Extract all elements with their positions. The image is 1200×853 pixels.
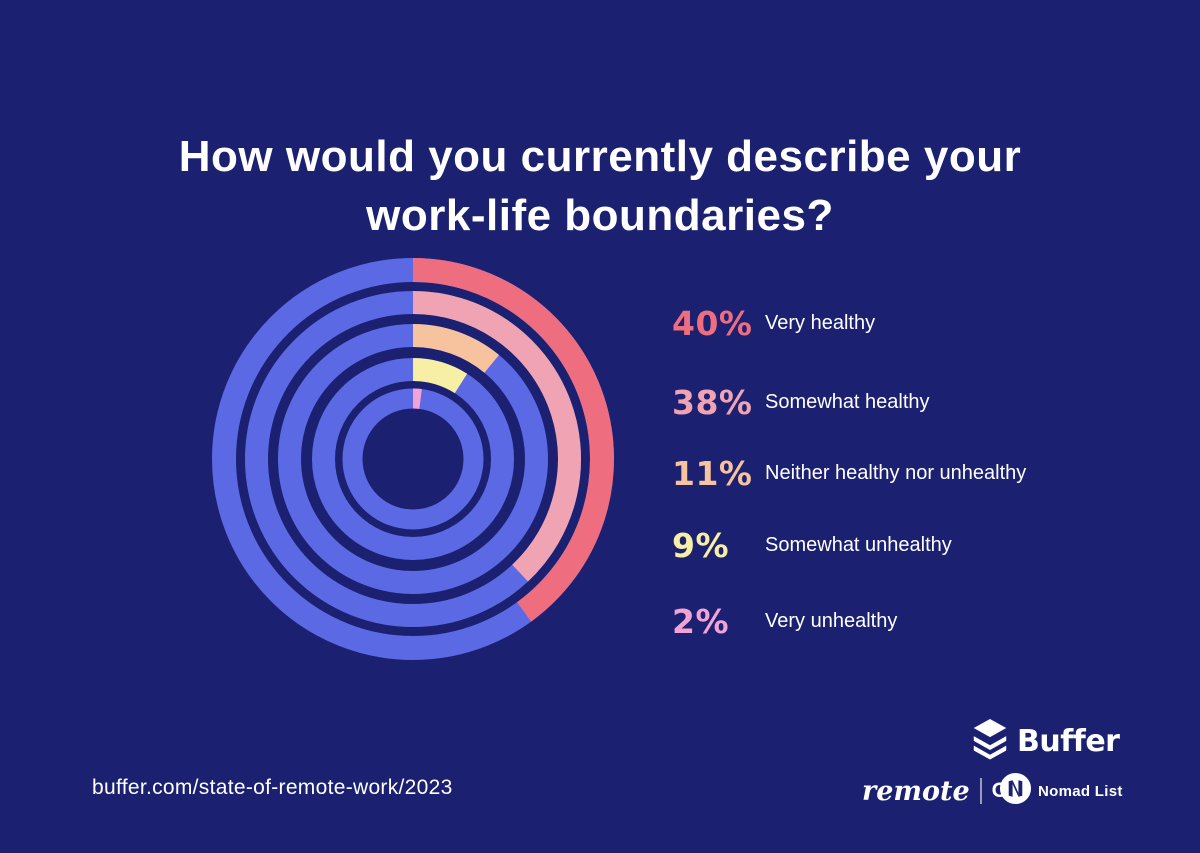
legend-label: Very unhealthy bbox=[765, 609, 898, 632]
remoteok-remote-wordmark: remote bbox=[862, 775, 970, 807]
nomadlist-logo: Nomad List bbox=[999, 772, 1123, 810]
legend-value: 38% bbox=[672, 382, 753, 422]
nomadlist-wordmark: Nomad List bbox=[1038, 782, 1123, 800]
source-url: buffer.com/state-of-remote-work/2023 bbox=[92, 776, 453, 799]
legend-item-neither: 11% Neither healthy nor unhealthy bbox=[672, 451, 1026, 495]
legend-label: Somewhat unhealthy bbox=[765, 533, 952, 556]
ring-arc-0 bbox=[412, 258, 614, 622]
page-title-line1: How would you currently describe your bbox=[178, 132, 1022, 182]
legend-value: 40% bbox=[672, 303, 753, 343]
ring-arc-2 bbox=[412, 324, 500, 373]
legend-value: 9% bbox=[672, 525, 730, 565]
legend-item-very-unhealthy: 2% Very unhealthy bbox=[672, 599, 897, 643]
legend-label: Neither healthy nor unhealthy bbox=[765, 461, 1027, 484]
ring-track-4 bbox=[342, 388, 484, 530]
legend-item-somewhat-unhealthy: 9% Somewhat unhealthy bbox=[672, 523, 952, 567]
ring-arc-1 bbox=[412, 291, 581, 582]
buffer-logo: Buffer bbox=[971, 718, 1120, 765]
legend-value: 11% bbox=[672, 453, 753, 493]
page-title-line2: work-life boundaries? bbox=[366, 191, 834, 241]
legend-label: Somewhat healthy bbox=[765, 390, 930, 413]
nomadlist-map-icon bbox=[999, 772, 1032, 810]
page-title: How would you currently describe your wo… bbox=[0, 127, 1200, 245]
legend-label: Very healthy bbox=[765, 311, 876, 334]
ring-arc-3 bbox=[412, 358, 468, 394]
radial-bar-chart-svg bbox=[212, 258, 614, 660]
legend-value: 2% bbox=[672, 601, 730, 641]
legend-item-very-healthy: 40% Very healthy bbox=[672, 301, 875, 345]
work-life-boundaries-radial-chart bbox=[201, 247, 625, 671]
buffer-wordmark: Buffer bbox=[1017, 724, 1120, 759]
buffer-stack-icon bbox=[971, 718, 1009, 765]
remoteok-divider bbox=[979, 778, 982, 804]
legend-item-somewhat-healthy: 38% Somewhat healthy bbox=[672, 380, 930, 424]
